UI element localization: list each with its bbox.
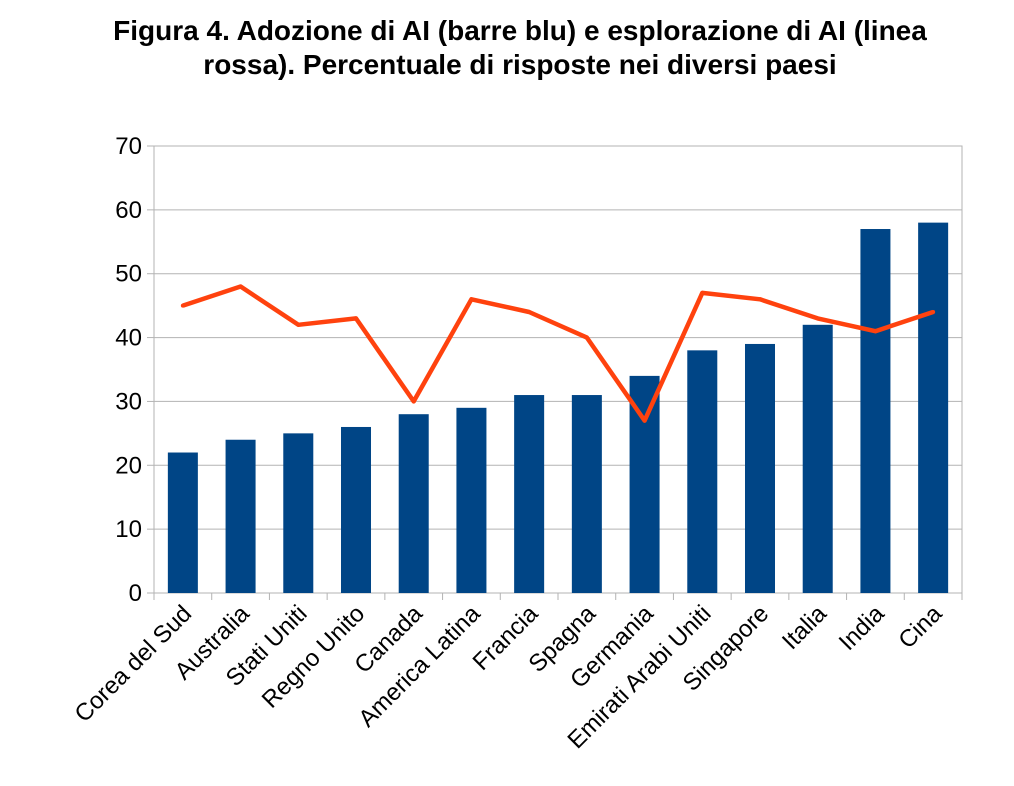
y-tick-label: 0	[129, 580, 142, 607]
bar	[398, 414, 429, 593]
y-tick-label: 50	[115, 261, 142, 288]
line-point	[700, 290, 705, 295]
y-tick-label: 20	[115, 452, 142, 479]
plot-area	[153, 145, 963, 594]
bar	[687, 350, 718, 593]
bar	[802, 324, 833, 593]
line-point	[642, 418, 647, 423]
bar	[514, 395, 545, 593]
line-point	[354, 316, 358, 321]
bar	[571, 395, 602, 593]
line-point	[931, 310, 936, 315]
bar	[744, 343, 776, 593]
y-axis: 0 10 20 30 40 50 60 70	[115, 133, 154, 607]
y-tick-label: 70	[115, 133, 142, 160]
chart-title: Figura 4. Adozione di AI (barre blu) e e…	[113, 15, 927, 80]
bar	[918, 222, 949, 593]
bar	[629, 375, 660, 593]
x-tick-label: Cina	[893, 600, 947, 654]
y-tick-label: 40	[115, 325, 142, 352]
x-tick-label: Italia	[777, 600, 832, 655]
series-line	[182, 284, 934, 423]
bar	[225, 439, 256, 593]
line-point	[411, 399, 416, 404]
line-point	[584, 335, 589, 340]
bar	[283, 433, 314, 593]
x-tick-label: India	[834, 600, 890, 656]
line-point	[758, 297, 762, 302]
bar-series	[167, 222, 949, 593]
y-tick-label: 60	[115, 197, 142, 224]
y-tick-label: 30	[115, 388, 142, 415]
bar	[340, 426, 372, 593]
line-point	[527, 310, 532, 315]
line-series	[180, 284, 936, 423]
bar	[167, 452, 198, 593]
line-point	[180, 303, 185, 308]
line-point	[296, 322, 301, 327]
line-point	[815, 316, 820, 321]
line-point	[469, 297, 474, 302]
line-point	[873, 329, 878, 334]
bar	[456, 407, 487, 593]
y-tick-label: 10	[115, 516, 142, 543]
line-point	[238, 284, 243, 289]
bar	[860, 229, 891, 593]
